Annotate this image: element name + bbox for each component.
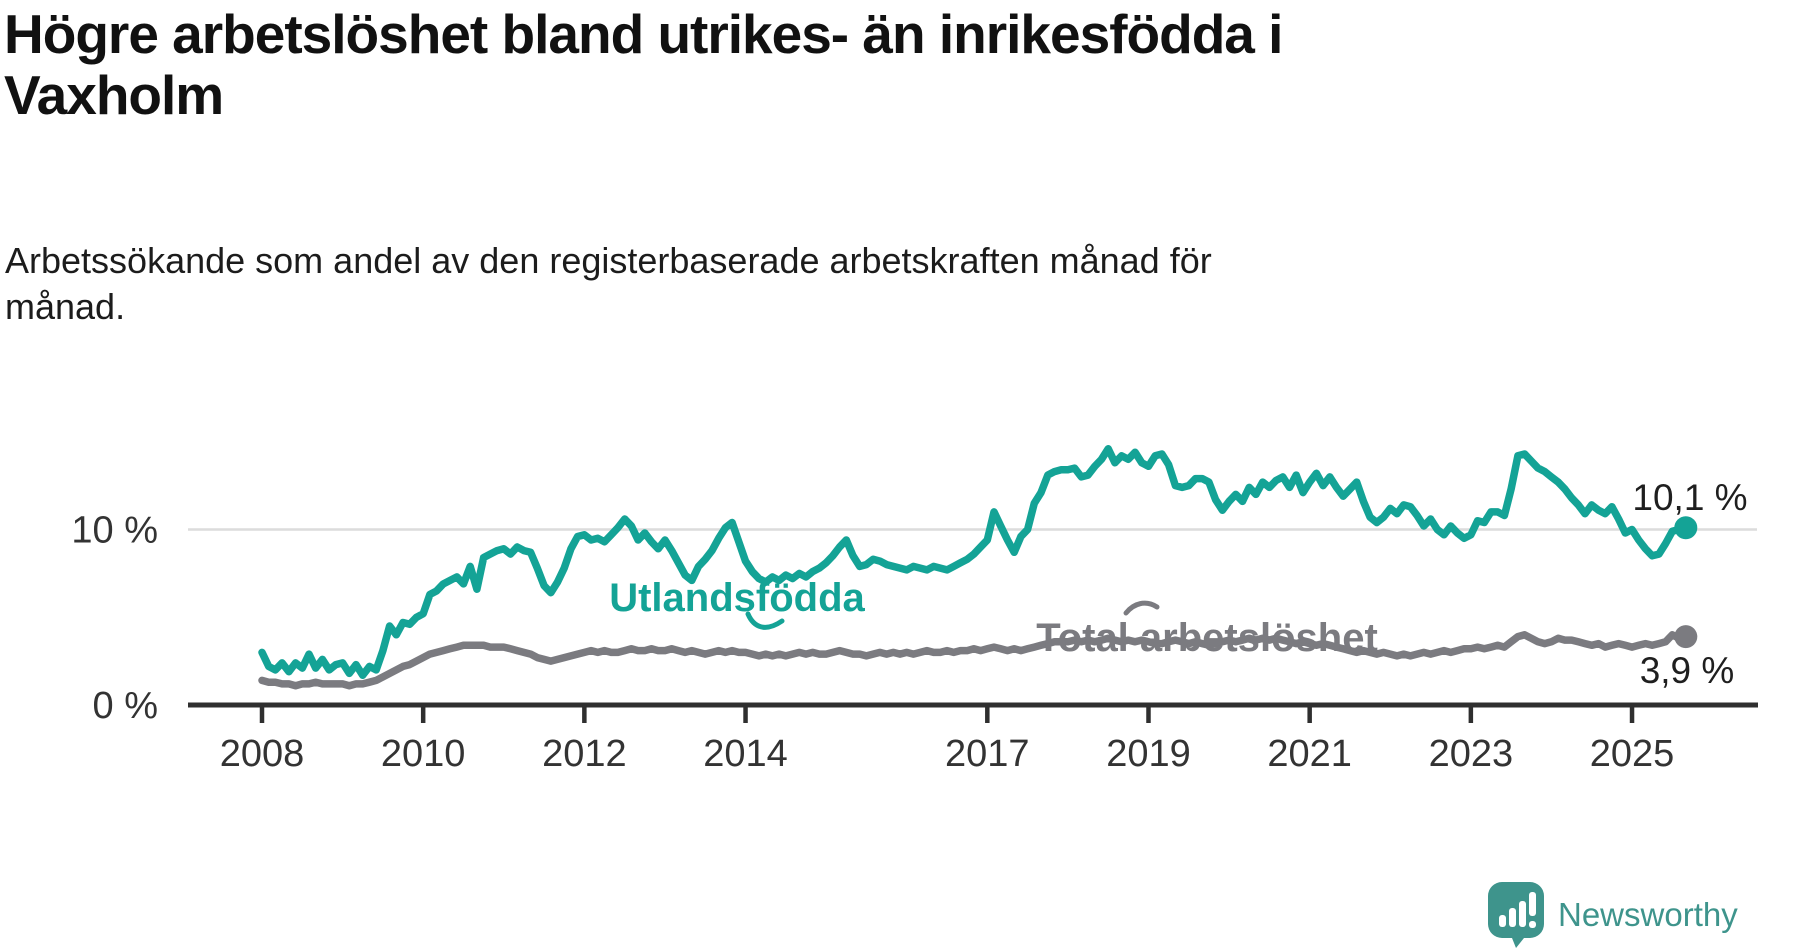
newsworthy-logo: Newsworthy (1488, 882, 1738, 948)
page-title-line1: Högre arbetslöshet bland utrikes- än inr… (4, 3, 1283, 65)
page-title: Högre arbetslöshet bland utrikes- än inr… (4, 3, 1283, 127)
chart-dynamic-layer: 0 % 10 % 2008 2010 2012 2014 2017 2019 2021 2023 2… (71, 445, 1698, 775)
total-callout-swoosh (1123, 600, 1160, 616)
end-value-total: 3,9 % (1640, 650, 1735, 691)
bar-3 (1519, 901, 1526, 927)
newsworthy-logo-text: Newsworthy (1558, 896, 1738, 933)
x-axis-label: 2021 (1267, 733, 1352, 775)
x-axis-label: 2023 (1429, 733, 1514, 775)
exclamation-stem (1529, 892, 1536, 916)
y-axis-label: 10 % (71, 510, 158, 552)
x-axis-label: 2012 (542, 733, 627, 775)
end-value-utlandsfodda: 10,1 % (1632, 477, 1747, 518)
x-axis-label: 2008 (220, 733, 305, 775)
series-line (258, 631, 1690, 690)
chart-subtitle: Arbetssökande som andel av den registerb… (5, 238, 1212, 330)
x-axis-label: 2025 (1590, 733, 1675, 775)
series-end-dot (1674, 516, 1698, 540)
series-end-dot (1674, 625, 1698, 649)
bar-2 (1509, 908, 1516, 927)
series-line (258, 445, 1690, 679)
chart-subtitle-line2: månad. (5, 286, 126, 328)
page-title-line2: Vaxholm (4, 64, 224, 127)
x-axis-label: 2017 (945, 733, 1030, 775)
x-axis-label: 2019 (1106, 733, 1191, 775)
x-axis-label: 2010 (381, 733, 466, 775)
series-label-utlandsfodda: Utlandsfödda (609, 576, 865, 620)
x-axis-label: 2014 (703, 733, 788, 775)
chart-subtitle-line1: Arbetssökande som andel av den registerb… (5, 240, 1212, 281)
exclamation-dot (1529, 921, 1536, 928)
utlandsfodda-callout-swoosh (745, 611, 785, 630)
y-axis-label: 0 % (93, 685, 158, 727)
series-label-total: Total arbetslöshet (1036, 616, 1378, 660)
newsworthy-logo-icon (1488, 882, 1544, 948)
bar-1 (1499, 915, 1506, 927)
